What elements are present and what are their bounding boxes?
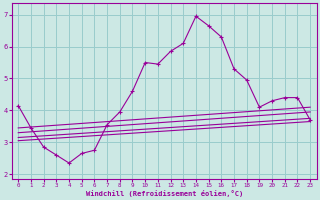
- X-axis label: Windchill (Refroidissement éolien,°C): Windchill (Refroidissement éolien,°C): [85, 190, 243, 197]
